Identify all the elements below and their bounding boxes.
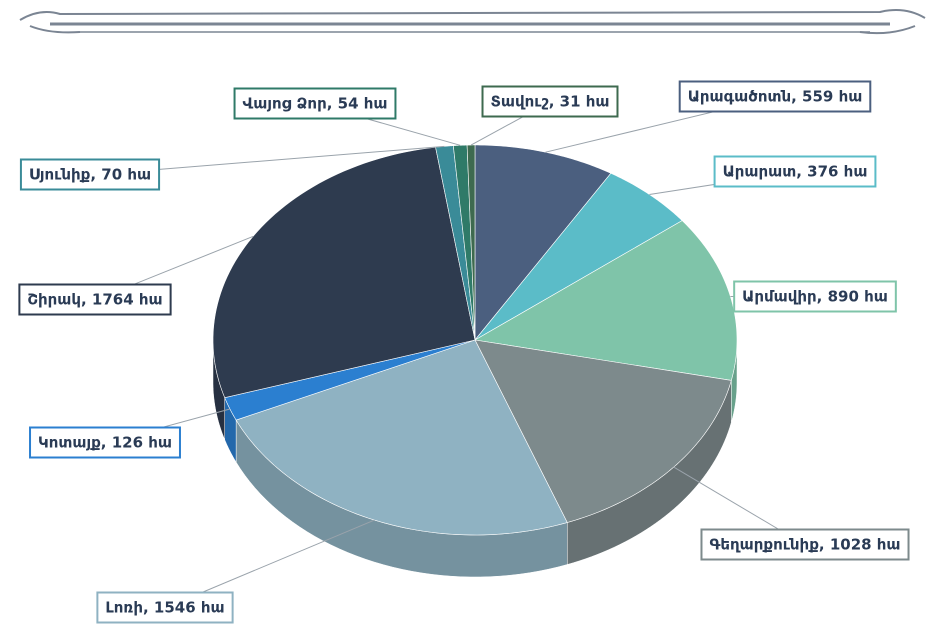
label-box <box>713 155 877 188</box>
slice <box>212 146 476 399</box>
label-box <box>678 80 872 113</box>
data-label: Վայոց Ձոր, 54 հա <box>243 95 388 113</box>
slice <box>235 339 568 536</box>
ornament <box>19 9 926 35</box>
label-box <box>233 87 397 120</box>
labels: Արագածոտն, 559 հա Արարատ, 376 հա Արմավիր, … <box>18 80 910 624</box>
slice <box>474 339 732 523</box>
pie-tops <box>212 144 738 536</box>
data-label: Գեղարքունիք, 1028 հա <box>709 536 900 554</box>
label-box <box>733 280 897 313</box>
data-label: Տավուշ, 31 հա <box>491 93 610 111</box>
slice <box>474 172 683 341</box>
label-box <box>29 426 181 459</box>
data-label: Արարատ, 376 հա <box>723 163 868 181</box>
data-label: Կոտայք, 126 հա <box>38 434 172 452</box>
label-box <box>19 158 161 191</box>
slice <box>474 220 738 381</box>
label-box <box>700 528 910 561</box>
label-box <box>96 591 234 624</box>
slice <box>466 144 476 341</box>
label-box <box>18 283 172 316</box>
slice <box>474 144 612 341</box>
data-label: Արագածոտն, 559 հա <box>688 88 863 106</box>
label-box <box>481 85 619 118</box>
data-label: Արմավիր, 890 հա <box>742 288 888 306</box>
data-label: Շիրակ, 1764 հա <box>27 291 162 309</box>
data-label: Սյունիք, 70 հա <box>29 166 151 184</box>
data-label: Լոռի, 1546 հա <box>105 599 224 617</box>
